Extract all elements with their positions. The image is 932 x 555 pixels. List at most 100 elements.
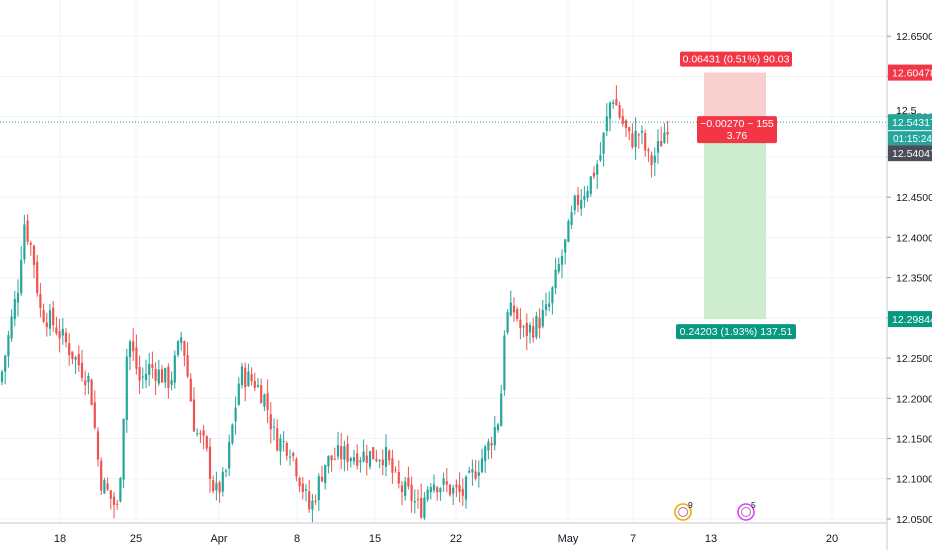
candle-body xyxy=(573,195,576,211)
event-marker-inner-icon xyxy=(741,507,751,517)
candle-body xyxy=(442,478,445,485)
y-tick-label: 12.40000 xyxy=(896,232,932,244)
candle-body xyxy=(538,317,541,329)
candle-body xyxy=(234,407,237,422)
target-label-bg xyxy=(676,324,796,340)
candle-body xyxy=(512,305,516,313)
candle-body xyxy=(567,221,570,242)
candle-body xyxy=(10,316,13,339)
y-tick-label: 12.35000 xyxy=(896,273,932,285)
candle-body xyxy=(272,426,276,428)
candle-body xyxy=(381,459,384,466)
candle-body xyxy=(320,476,324,482)
candle-body xyxy=(439,488,442,493)
candle-body xyxy=(391,458,394,473)
candle-body xyxy=(20,259,23,294)
candle-body xyxy=(557,264,560,272)
candle-body xyxy=(170,380,173,385)
candle-body xyxy=(260,385,263,404)
candle-body xyxy=(308,491,311,510)
x-tick-label: May xyxy=(558,533,579,545)
candle-body xyxy=(132,341,135,352)
candle-body xyxy=(554,269,557,289)
event-marker-count: 9 xyxy=(688,500,693,510)
candle-body xyxy=(516,309,519,319)
candle-body xyxy=(80,362,84,378)
candle-body xyxy=(256,385,260,387)
y-tick-label: 12.05000 xyxy=(896,514,932,526)
candle-body xyxy=(346,443,349,463)
candle-body xyxy=(541,310,544,327)
event-marker-icon[interactable] xyxy=(674,503,692,521)
candle-body xyxy=(160,369,164,383)
candle-body xyxy=(394,469,397,471)
y-tick-label: 12.15000 xyxy=(896,434,932,446)
candle-body xyxy=(548,303,551,307)
candle-body xyxy=(164,367,167,383)
candle-body xyxy=(228,442,231,469)
candle-body xyxy=(452,487,455,494)
candle-body xyxy=(570,212,573,225)
candle-body xyxy=(199,433,202,435)
candle-body xyxy=(490,443,493,446)
entry-label-line2: 3.76 xyxy=(727,130,748,142)
candle-body xyxy=(167,366,170,389)
candle-body xyxy=(375,458,378,461)
candle-body xyxy=(493,427,496,446)
target-price-tag-bg xyxy=(888,311,932,328)
candle-body xyxy=(368,451,372,467)
candle-body xyxy=(500,393,503,427)
event-marker-inner-icon xyxy=(678,507,688,517)
candle-body xyxy=(608,102,612,119)
candle-body xyxy=(39,293,42,308)
stop-price-tag: 12.60478 xyxy=(892,68,932,80)
candle-body xyxy=(458,485,461,493)
candle-body xyxy=(317,476,320,501)
candle-body xyxy=(96,431,100,460)
candle-body xyxy=(580,200,583,209)
candle-body xyxy=(564,239,567,253)
candle-body xyxy=(279,438,282,452)
candle-body xyxy=(631,133,634,148)
candle-body xyxy=(596,164,599,175)
position-zones xyxy=(704,72,766,320)
candle-body xyxy=(48,310,52,329)
candles-layer xyxy=(0,85,669,523)
take-profit-zone[interactable] xyxy=(704,122,766,320)
candle-body xyxy=(292,452,295,457)
last-price-tag-bg xyxy=(888,114,932,131)
candle-body xyxy=(151,364,154,368)
candle-body xyxy=(253,381,256,388)
bid-price-tag-bg xyxy=(888,145,932,162)
candle-body xyxy=(7,335,10,357)
candle-body xyxy=(55,327,58,334)
candle-body xyxy=(74,357,77,360)
candle-body xyxy=(634,130,637,148)
stop-loss-zone[interactable] xyxy=(704,72,766,123)
candle-body xyxy=(196,433,199,435)
candle-body xyxy=(26,220,29,242)
candle-body xyxy=(144,373,148,381)
candle-body xyxy=(173,355,176,383)
candle-body xyxy=(349,458,352,461)
candle-body xyxy=(106,483,109,490)
candle-body xyxy=(250,374,253,382)
candle-body xyxy=(423,497,426,518)
candle-body xyxy=(532,326,535,338)
candle-body xyxy=(183,341,186,356)
candle-body xyxy=(519,319,522,329)
candle-body xyxy=(637,134,640,136)
candle-body xyxy=(180,337,183,344)
candle-body xyxy=(471,469,474,473)
y-tick-label: 12.25000 xyxy=(896,353,932,365)
candle-body xyxy=(397,471,400,484)
candle-body xyxy=(288,456,292,458)
x-tick-label: Apr xyxy=(210,533,227,545)
x-tick-label: 13 xyxy=(705,533,717,545)
countdown-tag-bg xyxy=(888,131,932,146)
event-marker-icon[interactable] xyxy=(737,503,755,521)
candle-body xyxy=(420,497,423,518)
candle-body xyxy=(205,436,208,449)
candle-body xyxy=(100,460,103,491)
